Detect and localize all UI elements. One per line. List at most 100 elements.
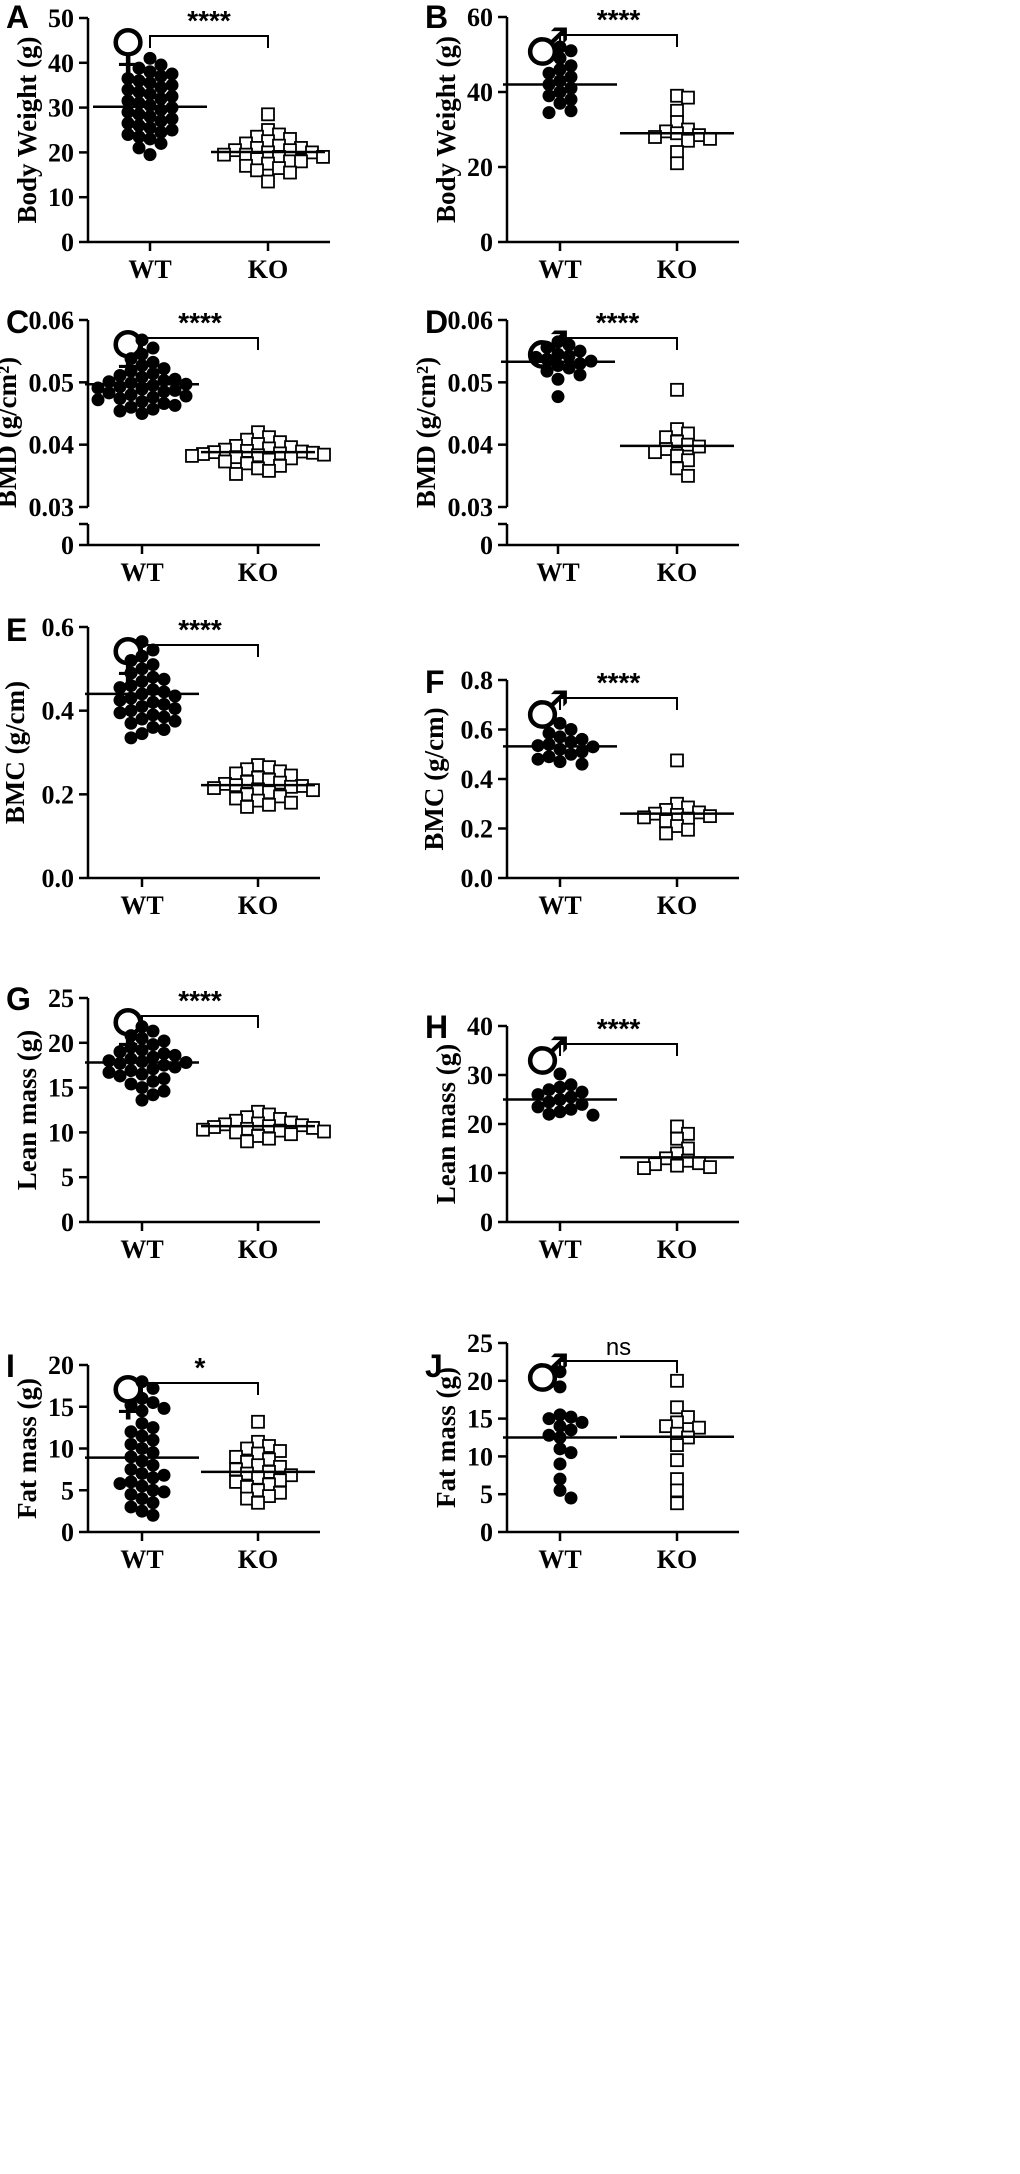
x-tick-label-wt: WT bbox=[538, 1545, 581, 1574]
data-point bbox=[240, 799, 254, 814]
y-tick-label: 25 bbox=[48, 984, 74, 1013]
data-point bbox=[553, 85, 567, 99]
y-tick-label: 40 bbox=[467, 78, 493, 107]
data-point bbox=[564, 1410, 578, 1424]
data-point bbox=[553, 1419, 567, 1433]
data-point bbox=[124, 364, 138, 378]
data-point bbox=[531, 1100, 545, 1114]
x-tick-label-wt: WT bbox=[120, 1545, 163, 1574]
data-point bbox=[146, 390, 160, 404]
panel-letter: G bbox=[6, 981, 31, 1017]
data-point bbox=[154, 80, 168, 94]
significance-bracket bbox=[141, 1382, 259, 1395]
data-point bbox=[143, 98, 157, 112]
significance-bracket bbox=[559, 34, 678, 47]
y-tick-label: 20 bbox=[48, 1029, 74, 1058]
data-point bbox=[143, 121, 157, 135]
panel-letter: A bbox=[6, 0, 29, 35]
y-tick-label: 0.05 bbox=[29, 368, 75, 397]
data-point bbox=[146, 402, 160, 416]
y-tick-label: 30 bbox=[48, 94, 74, 123]
x-tick-label-wt: WT bbox=[536, 558, 579, 587]
series-ko bbox=[201, 1414, 315, 1510]
data-point bbox=[573, 357, 587, 371]
y-tick-label: 0.6 bbox=[461, 716, 494, 745]
data-point bbox=[586, 1108, 600, 1122]
data-point bbox=[262, 1131, 276, 1146]
data-point bbox=[531, 1088, 545, 1102]
series-ko bbox=[211, 107, 330, 189]
y-axis-title: Fat mass (g) bbox=[12, 1378, 42, 1519]
data-point bbox=[648, 445, 662, 460]
data-point bbox=[146, 720, 160, 734]
data-point bbox=[165, 123, 179, 137]
y-tick-label: 0.0 bbox=[42, 864, 75, 893]
data-point bbox=[157, 1058, 171, 1072]
data-point bbox=[154, 103, 168, 117]
series-wt bbox=[503, 1067, 617, 1122]
data-point bbox=[113, 1045, 127, 1059]
x-tick-label-wt: WT bbox=[538, 891, 581, 920]
panel-letter: H bbox=[425, 1009, 448, 1045]
data-point bbox=[135, 1067, 149, 1081]
data-point bbox=[670, 1438, 684, 1452]
x-tick-label-wt: WT bbox=[120, 891, 163, 920]
x-tick-label-wt: WT bbox=[120, 1235, 163, 1264]
y-tick-label: 10 bbox=[48, 1435, 74, 1464]
data-point bbox=[132, 141, 146, 155]
series-ko bbox=[620, 1373, 734, 1511]
data-point bbox=[553, 1472, 567, 1486]
data-point bbox=[124, 400, 138, 414]
data-point bbox=[562, 338, 576, 352]
data-point bbox=[124, 731, 138, 745]
data-point bbox=[251, 1495, 265, 1510]
y-axis-title: Fat mass (g) bbox=[431, 1367, 461, 1508]
y-tick-label: 5 bbox=[61, 1163, 74, 1192]
series-ko bbox=[201, 758, 320, 814]
data-point bbox=[284, 779, 298, 794]
series-wt bbox=[85, 333, 199, 420]
data-point bbox=[575, 757, 589, 771]
data-point bbox=[146, 1062, 160, 1076]
significance-bracket bbox=[141, 337, 259, 350]
data-point bbox=[154, 136, 168, 150]
data-point bbox=[703, 1160, 717, 1175]
y-axis-title: Lean mass (g) bbox=[431, 1044, 461, 1205]
y-tick-label: 40 bbox=[467, 1012, 493, 1041]
significance-label: * bbox=[195, 1352, 206, 1383]
data-point bbox=[146, 1421, 160, 1435]
data-point bbox=[564, 747, 578, 761]
x-tick-label-ko: KO bbox=[238, 1235, 278, 1264]
significance-bracket bbox=[559, 1043, 678, 1056]
data-point bbox=[670, 1158, 684, 1173]
y-tick-label: 25 bbox=[467, 1329, 493, 1358]
y-tick-label: 15 bbox=[48, 1393, 74, 1422]
data-point bbox=[573, 368, 587, 382]
data-point bbox=[124, 1029, 138, 1043]
significance-label: **** bbox=[597, 667, 641, 698]
x-tick-label-ko: KO bbox=[657, 558, 697, 587]
panel-letter: F bbox=[425, 664, 445, 700]
data-point bbox=[575, 732, 589, 746]
data-point bbox=[229, 791, 243, 806]
y-tick-label: 0.04 bbox=[29, 431, 75, 460]
data-point bbox=[124, 1077, 138, 1091]
data-point bbox=[157, 697, 171, 711]
data-point bbox=[143, 110, 157, 124]
data-point bbox=[135, 382, 149, 396]
data-point bbox=[124, 1462, 138, 1476]
y-tick-label: 0 bbox=[480, 1208, 493, 1237]
x-tick-label-wt: WT bbox=[120, 558, 163, 587]
data-point bbox=[240, 1134, 254, 1149]
data-point bbox=[113, 706, 127, 720]
data-point bbox=[113, 404, 127, 418]
x-tick-label-ko: KO bbox=[657, 1235, 697, 1264]
series-wt bbox=[85, 1020, 199, 1107]
data-point bbox=[135, 1404, 149, 1418]
